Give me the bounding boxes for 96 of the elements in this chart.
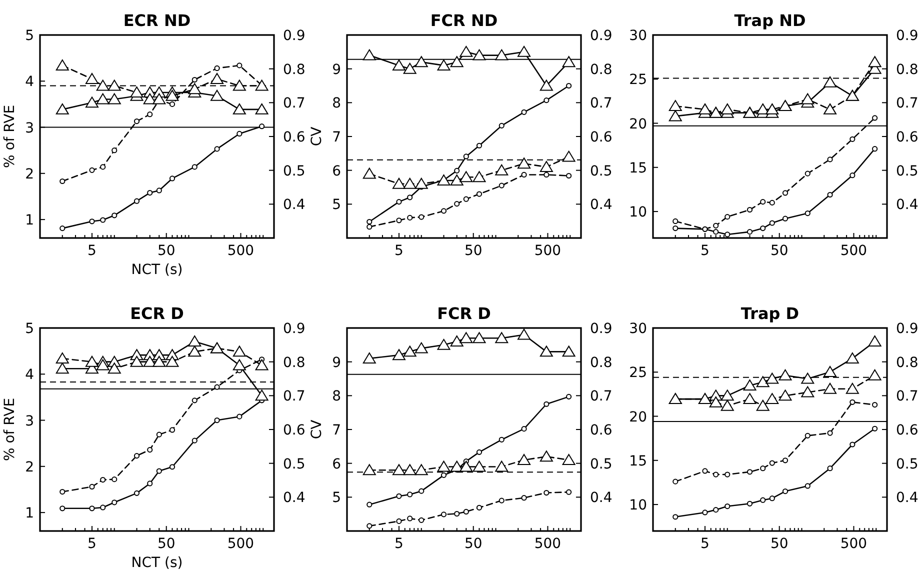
- y2-tick-label: 0.4: [896, 197, 918, 214]
- y-tick-label: 6: [332, 163, 342, 180]
- chart-title: Trap D: [740, 304, 800, 323]
- x-tick-label: 500: [534, 243, 562, 259]
- y-tick-label: 15: [629, 160, 647, 176]
- y-tick-label: 5: [332, 490, 341, 506]
- chart-title: ECR ND: [123, 11, 191, 30]
- y2-tick-label: 0.9: [283, 321, 306, 337]
- y-tick-label: 1: [25, 212, 34, 229]
- y2-tick-label: 0.8: [896, 62, 918, 78]
- y2-tick-label: 0.9: [283, 28, 306, 44]
- y-tick-label: 7: [332, 422, 341, 438]
- x-axis-title: NCT (s): [131, 555, 183, 571]
- x-tick-label: 50: [770, 536, 788, 552]
- y2-tick-label: 0.4: [590, 490, 612, 506]
- y2-tick-label: 0.7: [283, 96, 306, 112]
- x-tick-label: 500: [227, 243, 254, 259]
- y2-tick-label: 0.9: [590, 28, 612, 44]
- x-tick-label: 500: [840, 243, 868, 259]
- y2-tick-label: 0.6: [896, 422, 918, 438]
- y-tick-label: 8: [332, 388, 341, 405]
- x-tick-label: 500: [534, 536, 562, 552]
- y2-tick-label: 0.9: [590, 321, 612, 337]
- y-tick-label: 5: [25, 28, 34, 44]
- y2-tick-label: 0.5: [283, 456, 306, 472]
- y2-axis-title: CV: [309, 126, 325, 146]
- y2-tick-label: 0.5: [896, 456, 918, 472]
- y2-tick-label: 0.5: [590, 456, 612, 472]
- y-tick-label: 10: [629, 498, 647, 514]
- y-tick-label: 4: [25, 367, 34, 384]
- y-tick-label: 4: [25, 74, 34, 90]
- y-tick-label: 2: [25, 166, 34, 182]
- chart-title: ECR D: [130, 304, 184, 323]
- x-tick-label: 5: [88, 243, 96, 259]
- x-tick-label: 50: [770, 243, 788, 259]
- y2-tick-label: 0.4: [590, 197, 612, 214]
- x-tick-label: 5: [394, 536, 404, 552]
- y-tick-label: 10: [629, 204, 647, 221]
- y2-tick-label: 0.6: [283, 422, 306, 438]
- x-tick-label: 50: [464, 536, 482, 552]
- y-axis-title: % of RVE: [2, 104, 18, 168]
- y2-tick-label: 0.5: [896, 163, 918, 180]
- y2-tick-label: 0.4: [896, 490, 918, 506]
- y2-tick-label: 0.4: [283, 197, 306, 214]
- y2-tick-label: 0.7: [590, 388, 612, 405]
- y-tick-label: 15: [629, 453, 647, 470]
- y2-tick-label: 0.8: [283, 62, 306, 78]
- chart-title: FCR ND: [430, 11, 498, 30]
- y2-tick-label: 0.8: [283, 354, 306, 371]
- y2-tick-label: 0.7: [896, 96, 918, 112]
- chart-title: FCR D: [437, 304, 491, 323]
- y2-tick-label: 0.5: [590, 163, 612, 180]
- x-tick-label: 5: [700, 243, 710, 259]
- y-tick-label: 20: [629, 116, 647, 132]
- y-tick-label: 30: [629, 321, 647, 337]
- y-tick-label: 30: [629, 28, 647, 44]
- x-tick-label: 50: [464, 243, 482, 259]
- y2-tick-label: 0.7: [896, 388, 918, 405]
- y2-tick-label: 0.5: [283, 163, 306, 180]
- y-tick-label: 9: [332, 62, 341, 78]
- y-axis-title: % of RVE: [2, 398, 18, 462]
- y2-tick-label: 0.7: [283, 388, 306, 405]
- x-tick-label: 5: [394, 243, 404, 259]
- y2-tick-label: 0.6: [896, 130, 918, 146]
- y2-tick-label: 0.9: [896, 321, 918, 337]
- y-tick-label: 25: [629, 365, 647, 382]
- x-tick-label: 500: [227, 536, 254, 552]
- y-tick-label: 1: [25, 506, 34, 522]
- y-tick-label: 5: [332, 197, 341, 214]
- y-tick-label: 6: [332, 456, 342, 472]
- x-axis-title: NCT (s): [131, 262, 183, 278]
- y2-tick-label: 0.6: [590, 422, 612, 438]
- y-tick-label: 5: [25, 321, 34, 337]
- y2-tick-label: 0.4: [283, 490, 306, 506]
- y-tick-label: 20: [629, 409, 647, 426]
- y2-tick-label: 0.8: [896, 354, 918, 371]
- y-tick-label: 7: [332, 130, 341, 146]
- y2-tick-label: 0.8: [590, 354, 612, 371]
- x-tick-label: 50: [157, 536, 176, 552]
- x-tick-label: 500: [840, 536, 868, 552]
- y2-tick-label: 0.8: [590, 62, 612, 78]
- y2-tick-label: 0.9: [896, 28, 918, 44]
- y2-tick-label: 0.6: [590, 130, 612, 146]
- y2-axis-title: CV: [309, 419, 325, 440]
- x-tick-label: 50: [157, 243, 176, 259]
- x-tick-label: 5: [88, 536, 96, 552]
- y-tick-label: 3: [25, 120, 34, 136]
- x-tick-label: 5: [700, 536, 710, 552]
- y2-tick-label: 0.7: [590, 96, 612, 112]
- y-tick-label: 9: [332, 354, 341, 371]
- y2-tick-label: 0.6: [283, 130, 306, 146]
- y-tick-label: 3: [25, 413, 34, 430]
- chart-title: Trap ND: [734, 11, 806, 30]
- y-tick-label: 2: [25, 459, 34, 476]
- y-tick-label: 25: [629, 72, 647, 88]
- y-tick-label: 8: [332, 96, 341, 112]
